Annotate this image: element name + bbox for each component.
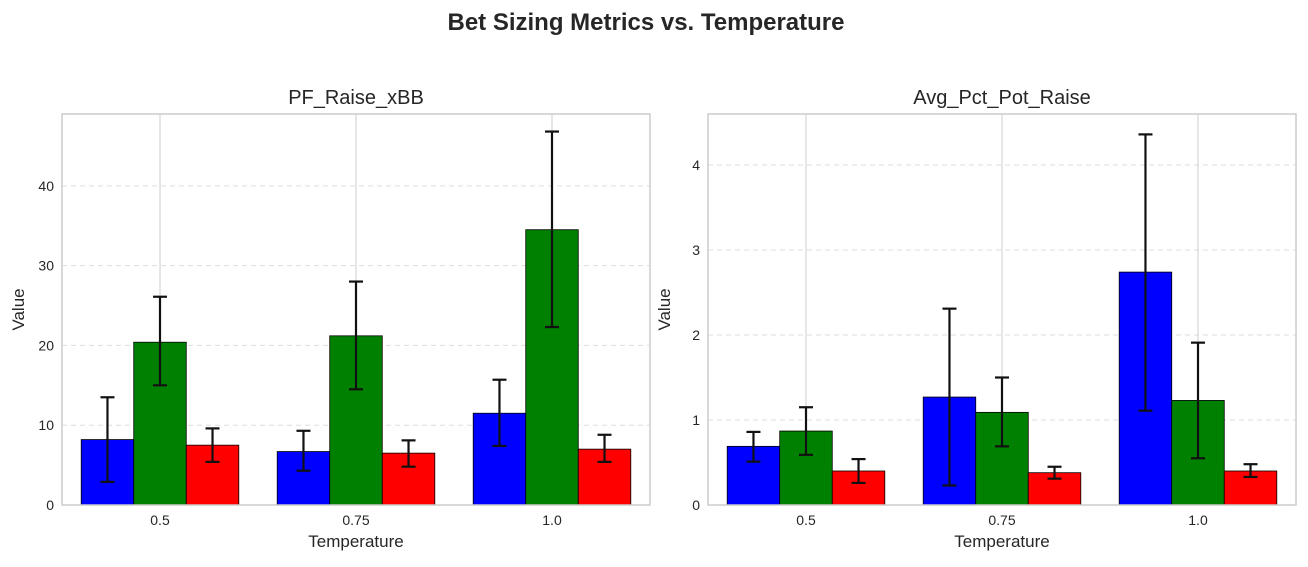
y-tick-label: 30 bbox=[38, 258, 54, 274]
x-axis-label: Temperature bbox=[308, 532, 403, 551]
error-bar bbox=[942, 307, 957, 487]
error-bar bbox=[1243, 463, 1258, 479]
chart-title: PF_Raise_xBB bbox=[288, 87, 424, 109]
x-tick-label: 0.75 bbox=[342, 512, 369, 528]
x-tick-label: 0.75 bbox=[988, 512, 1015, 528]
y-tick-label: 0 bbox=[692, 497, 700, 513]
y-axis-label: Value bbox=[9, 288, 28, 330]
chart-title: Avg_Pct_Pot_Raise bbox=[913, 87, 1091, 109]
y-tick-label: 1 bbox=[692, 412, 700, 428]
x-tick-label: 1.0 bbox=[542, 512, 562, 528]
y-tick-label: 4 bbox=[692, 157, 700, 173]
error-bar bbox=[597, 433, 612, 464]
error-bar bbox=[492, 378, 507, 448]
chart-panel-avg-pct-pot-raise: 0 1 2 3 4 0.5 0.75 1.0 Avg_Pct_Pot_Raise Temperat… bbox=[655, 87, 1297, 551]
chart-panel-pf-raise: 0 10 20 30 40 0.5 0.75 1.0 PF_Raise_xBB Temperatu… bbox=[9, 87, 651, 551]
error-bar bbox=[746, 430, 761, 463]
plot-frame bbox=[707, 113, 1297, 506]
error-bar bbox=[799, 406, 813, 456]
error-bar bbox=[545, 130, 559, 329]
y-tick-label: 2 bbox=[692, 327, 700, 343]
x-axis-label: Temperature bbox=[954, 532, 1049, 551]
error-bar bbox=[349, 280, 363, 391]
plot-frame bbox=[61, 113, 651, 506]
error-bar bbox=[205, 427, 220, 464]
y-tick-label: 10 bbox=[38, 417, 54, 433]
error-bar bbox=[401, 439, 416, 468]
error-bar bbox=[851, 458, 866, 484]
y-tick-label: 20 bbox=[38, 337, 54, 353]
y-axis-label: Value bbox=[655, 288, 674, 330]
x-tick-label: 0.5 bbox=[150, 512, 170, 528]
y-tick-label: 0 bbox=[46, 497, 54, 513]
error-bar bbox=[1191, 341, 1205, 460]
x-tick-label: 1.0 bbox=[1188, 512, 1208, 528]
error-bar bbox=[100, 396, 115, 483]
figure-title: Bet Sizing Metrics vs. Temperature bbox=[447, 9, 844, 36]
y-tick-label: 40 bbox=[38, 178, 54, 194]
error-bar bbox=[1047, 465, 1062, 480]
x-tick-label: 0.5 bbox=[796, 512, 816, 528]
error-bar bbox=[995, 376, 1009, 448]
y-tick-label: 3 bbox=[692, 242, 700, 258]
error-bar bbox=[1138, 133, 1153, 412]
error-bar bbox=[153, 295, 167, 387]
error-bar bbox=[296, 429, 311, 472]
